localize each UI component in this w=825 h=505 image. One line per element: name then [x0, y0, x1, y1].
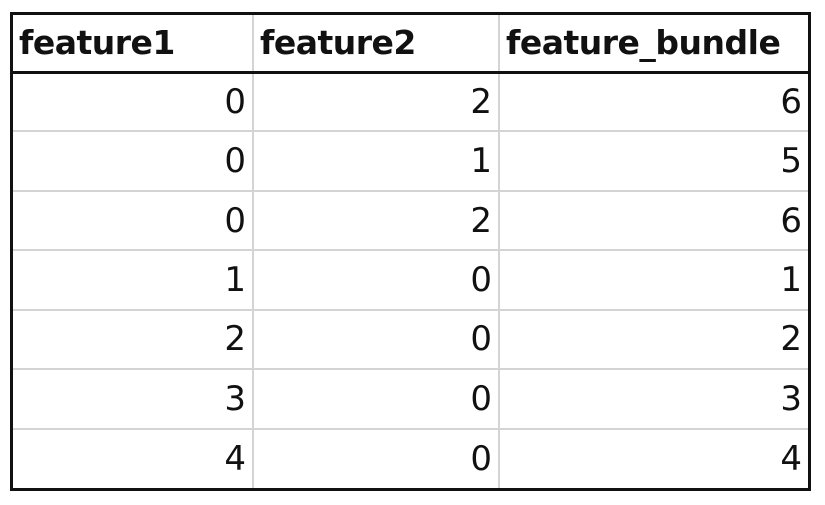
table-row: 1 0 1: [13, 249, 808, 311]
table-cell[interactable]: 0: [13, 130, 254, 192]
table-cell[interactable]: 0: [13, 189, 254, 252]
header-row: feature1 feature2 feature_bundle: [13, 15, 808, 74]
table-cell[interactable]: 1: [13, 249, 254, 311]
table-cell[interactable]: 3: [13, 368, 254, 430]
table-cell[interactable]: 5: [498, 130, 808, 192]
table-cell[interactable]: 6: [498, 189, 808, 252]
table-row: 4 0 4: [13, 427, 808, 488]
table-cell[interactable]: 0: [252, 249, 500, 311]
table-cell[interactable]: 6: [498, 70, 808, 133]
spreadsheet-table: feature1 feature2 feature_bundle 0 2 6 0…: [10, 12, 811, 491]
header-cell-feature-bundle[interactable]: feature_bundle: [498, 15, 808, 74]
table-cell[interactable]: 4: [13, 427, 254, 488]
data-grid: feature1 feature2 feature_bundle 0 2 6 0…: [13, 15, 808, 488]
table-cell[interactable]: 4: [498, 427, 808, 488]
table-cell[interactable]: 0: [252, 427, 500, 488]
table-cell[interactable]: 0: [252, 368, 500, 430]
header-cell-feature2[interactable]: feature2: [252, 15, 500, 74]
table-cell[interactable]: 2: [13, 308, 254, 371]
table-cell[interactable]: 3: [498, 368, 808, 430]
table-cell[interactable]: 1: [498, 249, 808, 311]
table-cell[interactable]: 2: [252, 70, 500, 133]
table-row: 2 0 2: [13, 308, 808, 371]
table-row: 0 1 5: [13, 130, 808, 192]
header-cell-feature1[interactable]: feature1: [13, 15, 254, 74]
table-cell[interactable]: 0: [252, 308, 500, 371]
table-cell[interactable]: 2: [498, 308, 808, 371]
table-row: 0 2 6: [13, 189, 808, 252]
table-cell[interactable]: 0: [13, 70, 254, 133]
table-cell[interactable]: 1: [252, 130, 500, 192]
table-row: 3 0 3: [13, 368, 808, 430]
table-cell[interactable]: 2: [252, 189, 500, 252]
table-row: 0 2 6: [13, 70, 808, 133]
